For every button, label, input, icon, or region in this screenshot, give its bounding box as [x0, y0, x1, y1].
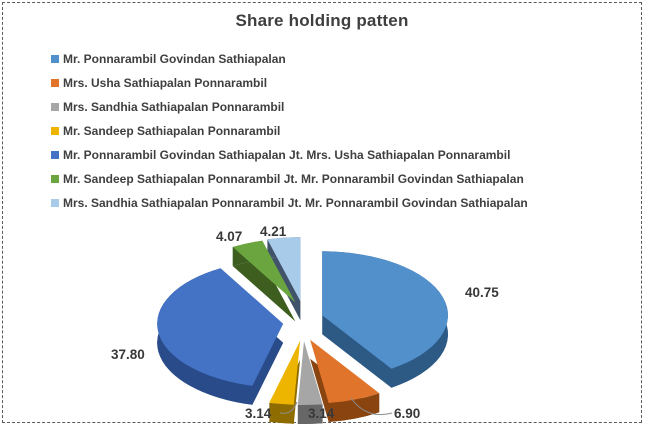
pie-slice [322, 251, 448, 369]
legend-marker-icon [51, 199, 59, 207]
legend-item: Mrs. Sandhia Sathiapalan Ponnarambil [51, 95, 528, 119]
legend-label: Mr. Ponnarambil Govindan Sathiapalan [63, 52, 286, 66]
legend-item: Mrs. Usha Sathiapalan Ponnarambil [51, 71, 528, 95]
legend-marker-icon [51, 103, 59, 111]
legend-item: Mr. Sandeep Sathiapalan Ponnarambil [51, 119, 528, 143]
pie-slice [269, 340, 301, 405]
legend-marker-icon [51, 175, 59, 183]
pie-slice-rim [297, 404, 323, 424]
pie-value-label: 4.07 [216, 229, 243, 244]
pie-slice-side [232, 259, 296, 322]
pie-chart [157, 237, 448, 424]
pie-value-label: 6.90 [394, 406, 421, 421]
pie-value-label: 3.14 [308, 406, 335, 421]
legend-label: Mr. Sandeep Sathiapalan Ponnarambil Jt. … [63, 172, 524, 186]
legend-item: Mr. Ponnarambil Govindan Sathiapalan [51, 47, 528, 71]
legend-item: Mr. Sandeep Sathiapalan Ponnarambil Jt. … [51, 167, 528, 191]
pie-slice [310, 339, 380, 403]
legend-label: Mrs. Sandhia Sathiapalan Ponnarambil [63, 100, 285, 114]
legend-marker-icon [51, 79, 59, 87]
legend-marker-icon [51, 127, 59, 135]
legend-marker-icon [51, 151, 59, 159]
chart-title: Share holding patten [235, 11, 409, 30]
pie-slice-rim [328, 393, 380, 422]
pie-value-label: 40.75 [465, 285, 499, 300]
leader-line-yellow [279, 401, 298, 414]
chart-frame: Share holding patten Mr. Ponnarambil Gov… [2, 2, 642, 424]
leader-line-orange [350, 397, 393, 416]
legend-label: Mr. Ponnarambil Govindan Sathiapalan Jt.… [63, 148, 511, 162]
pie-value-label: 37.80 [111, 347, 145, 362]
legend-item: Mr. Ponnarambil Govindan Sathiapalan Jt.… [51, 143, 528, 167]
pie-value-label: 3.14 [245, 406, 272, 421]
legend-marker-icon [51, 55, 59, 63]
legend-label: Mrs. Usha Sathiapalan Ponnarambil [63, 76, 268, 90]
pie-slice [267, 237, 301, 302]
legend-label: Mrs. Sandhia Sathiapalan Ponnarambil Jt.… [63, 196, 528, 210]
pie-value-label: 4.21 [260, 224, 287, 239]
pie-slice [232, 240, 296, 303]
legend: Mr. Ponnarambil Govindan Sathiapalan Mrs… [51, 47, 528, 215]
pie-slice [297, 341, 323, 405]
legend-item: Mrs. Sandhia Sathiapalan Ponnarambil Jt.… [51, 191, 528, 215]
legend-label: Mr. Sandeep Sathiapalan Ponnarambil [63, 124, 281, 138]
pie-slice [157, 268, 284, 386]
